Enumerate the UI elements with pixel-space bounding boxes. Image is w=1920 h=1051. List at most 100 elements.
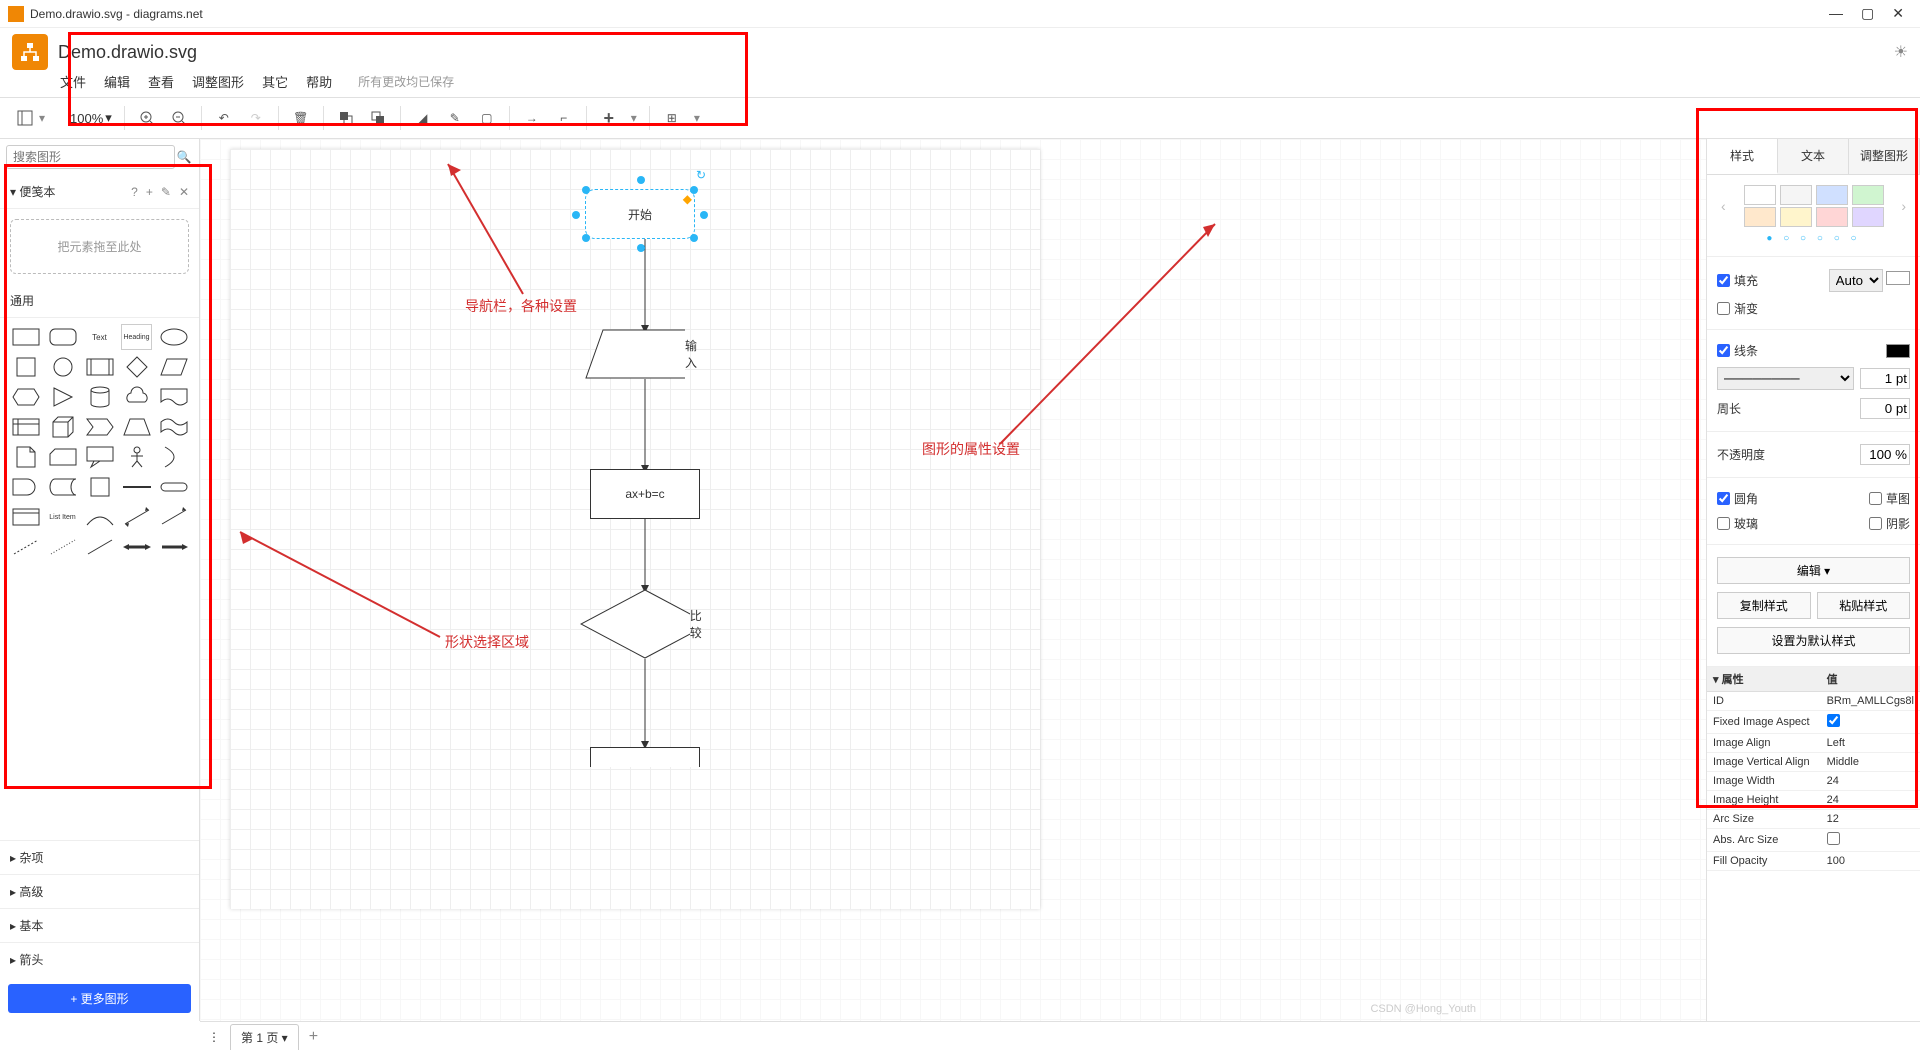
line-color-icon[interactable]: ✎ bbox=[445, 108, 465, 128]
shape-callout[interactable] bbox=[84, 444, 115, 470]
theme-icon[interactable]: ☀ bbox=[1894, 42, 1908, 62]
copy-style-button[interactable]: 复制样式 bbox=[1717, 592, 1811, 619]
shape-biconn[interactable] bbox=[121, 534, 152, 560]
category-advanced[interactable]: ▸ 高级 bbox=[0, 874, 199, 908]
property-row[interactable]: Image Width24 bbox=[1707, 772, 1920, 791]
shadow-checkbox[interactable]: 阴影 bbox=[1869, 515, 1910, 532]
scratchpad-header[interactable]: ▾ 便笺本 ?+✎✕ bbox=[0, 175, 199, 209]
fill-mode-select[interactable]: Auto bbox=[1829, 269, 1883, 292]
color-swatch[interactable] bbox=[1780, 185, 1812, 205]
shape-line[interactable] bbox=[84, 534, 115, 560]
waypoint-icon[interactable]: ⌐ bbox=[554, 108, 574, 128]
zoom-out-icon[interactable] bbox=[169, 108, 189, 128]
shape-process[interactable] bbox=[84, 354, 115, 380]
shape-note[interactable] bbox=[10, 444, 41, 470]
shape-data[interactable] bbox=[47, 474, 78, 500]
app-logo[interactable] bbox=[12, 34, 48, 70]
search-icon[interactable]: 🔍 bbox=[175, 145, 193, 169]
shape-cylinder[interactable] bbox=[84, 384, 115, 410]
add-page-icon[interactable]: + bbox=[309, 1028, 318, 1046]
tab-arrange[interactable]: 调整图形 bbox=[1849, 139, 1920, 174]
close-icon[interactable]: ✕ bbox=[179, 185, 189, 199]
chevron-left-icon[interactable]: ‹ bbox=[1717, 198, 1730, 214]
scratchpad-dropzone[interactable]: 把元素拖至此处 bbox=[10, 219, 189, 274]
shape-conn[interactable] bbox=[158, 534, 189, 560]
close-icon[interactable]: ✕ bbox=[1892, 5, 1904, 22]
delete-icon[interactable]: 🗑 bbox=[291, 108, 311, 128]
menu-view[interactable]: 查看 bbox=[148, 72, 174, 91]
shape-curve[interactable] bbox=[84, 504, 115, 530]
shape-step[interactable] bbox=[84, 414, 115, 440]
property-row[interactable]: Fill Opacity100 bbox=[1707, 852, 1920, 871]
property-row[interactable]: Abs. Arc Size bbox=[1707, 829, 1920, 852]
help-icon[interactable]: ? bbox=[131, 185, 138, 199]
menu-file[interactable]: 文件 bbox=[60, 72, 86, 91]
color-swatch[interactable] bbox=[1852, 185, 1884, 205]
pages-menu-icon[interactable]: ⋮ bbox=[208, 1030, 220, 1044]
menu-help[interactable]: 帮助 bbox=[306, 72, 332, 91]
shape-actor[interactable] bbox=[121, 444, 152, 470]
node-process[interactable]: ax+b=c bbox=[590, 469, 700, 519]
node-decision[interactable]: 比较 bbox=[580, 589, 710, 659]
property-row[interactable]: Image Height24 bbox=[1707, 791, 1920, 810]
fill-color-chip[interactable] bbox=[1886, 271, 1910, 285]
tab-style[interactable]: 样式 bbox=[1707, 139, 1778, 174]
connection-icon[interactable]: → bbox=[522, 108, 542, 128]
shape-list[interactable] bbox=[10, 504, 41, 530]
property-row[interactable]: IDBRm_AMLLCgs8l bbox=[1707, 692, 1920, 711]
zoom-select[interactable]: 100% ▾ bbox=[70, 110, 112, 126]
shape-ellipse[interactable] bbox=[158, 324, 189, 350]
line-color-chip[interactable] bbox=[1886, 344, 1910, 358]
shape-and[interactable] bbox=[10, 474, 41, 500]
perimeter-input[interactable] bbox=[1860, 398, 1910, 419]
shape-heading[interactable]: Heading bbox=[121, 324, 152, 350]
edit-icon[interactable]: ✎ bbox=[161, 185, 171, 199]
property-row[interactable]: Image Vertical AlignMiddle bbox=[1707, 753, 1920, 772]
category-basic[interactable]: ▸ 基本 bbox=[0, 908, 199, 942]
shape-cube[interactable] bbox=[47, 414, 78, 440]
rounded-checkbox[interactable]: 圆角 bbox=[1717, 490, 1758, 507]
shape-listitem[interactable]: List Item bbox=[47, 504, 78, 530]
zoom-in-icon[interactable] bbox=[137, 108, 157, 128]
page-tab[interactable]: 第 1 页 ▾ bbox=[230, 1024, 299, 1050]
document-title[interactable]: Demo.drawio.svg bbox=[58, 42, 197, 63]
shape-square[interactable] bbox=[10, 354, 41, 380]
menu-edit[interactable]: 编辑 bbox=[104, 72, 130, 91]
edit-style-button[interactable]: 编辑 ▾ bbox=[1717, 557, 1910, 584]
canvas[interactable]: 开始 ↻ ◆ 输入 ax+b=c 比较 bbox=[200, 139, 1706, 1021]
carousel-dots[interactable]: ● ○ ○ ○ ○ ○ bbox=[1717, 229, 1910, 248]
node-input[interactable]: 输入 bbox=[585, 329, 705, 379]
shape-dotline[interactable] bbox=[47, 534, 78, 560]
more-shapes-button[interactable]: + 更多图形 bbox=[8, 984, 191, 1013]
prop-header-val[interactable]: 值 bbox=[1821, 667, 1920, 692]
undo-icon[interactable]: ↶ bbox=[214, 108, 234, 128]
default-style-button[interactable]: 设置为默认样式 bbox=[1717, 627, 1910, 654]
gradient-checkbox[interactable]: 渐变 bbox=[1717, 300, 1758, 317]
shape-rect[interactable] bbox=[10, 324, 41, 350]
canvas-page[interactable]: 开始 ↻ ◆ 输入 ax+b=c 比较 bbox=[230, 149, 1040, 909]
shape-cloud[interactable] bbox=[121, 384, 152, 410]
category-arrows[interactable]: ▸ 箭头 bbox=[0, 942, 199, 976]
search-input[interactable] bbox=[6, 145, 175, 169]
minimize-icon[interactable]: — bbox=[1829, 5, 1843, 22]
paste-style-button[interactable]: 粘贴样式 bbox=[1817, 592, 1911, 619]
shape-trapezoid[interactable] bbox=[121, 414, 152, 440]
property-row[interactable]: Arc Size12 bbox=[1707, 810, 1920, 829]
line-width-input[interactable] bbox=[1860, 368, 1910, 389]
shape-card[interactable] bbox=[47, 444, 78, 470]
shape-diamond[interactable] bbox=[121, 354, 152, 380]
line-style-select[interactable]: ──────── bbox=[1717, 367, 1854, 390]
shape-parallelogram[interactable] bbox=[158, 354, 189, 380]
color-swatch[interactable] bbox=[1852, 207, 1884, 227]
category-misc[interactable]: ▸ 杂项 bbox=[0, 840, 199, 874]
shape-hline[interactable] bbox=[121, 474, 152, 500]
table-icon[interactable]: ⊞ bbox=[662, 108, 682, 128]
glass-checkbox[interactable]: 玻璃 bbox=[1717, 515, 1758, 532]
node-partial[interactable] bbox=[590, 747, 700, 767]
prop-header-attr[interactable]: ▾ 属性 bbox=[1707, 667, 1821, 692]
shape-biarrow[interactable] bbox=[121, 504, 152, 530]
fill-color-icon[interactable]: ◢ bbox=[413, 108, 433, 128]
shape-container[interactable] bbox=[84, 474, 115, 500]
tab-text[interactable]: 文本 bbox=[1778, 139, 1849, 174]
color-swatch[interactable] bbox=[1780, 207, 1812, 227]
